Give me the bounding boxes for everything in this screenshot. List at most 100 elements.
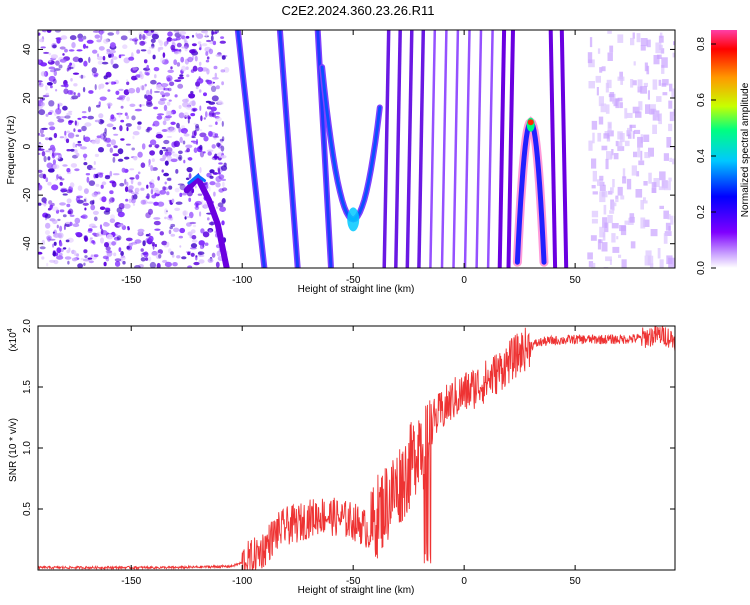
spectrogram-noise-blob — [95, 183, 100, 187]
spectrogram-noise-blob — [69, 35, 77, 41]
spectrogram-noise-blob — [115, 90, 120, 96]
spectrogram-noise-blob — [106, 123, 114, 128]
spectrogram-noise-blob — [113, 133, 119, 136]
spectrogram-noise-blob — [157, 113, 165, 116]
spectrogram-faint-patch — [616, 236, 619, 240]
spectrogram-noise-blob — [118, 113, 121, 118]
spectrogram-noise-blob — [109, 190, 114, 195]
spectrogram-noise-blob — [199, 211, 202, 217]
spectrogram-faint-patch — [668, 100, 673, 109]
spectrogram-noise-blob — [112, 173, 120, 176]
spectrogram-noise-blob — [53, 259, 59, 265]
spectrogram-noise-blob — [76, 49, 83, 52]
spectrogram-noise-blob — [80, 146, 87, 150]
spectrogram-noise-blob — [76, 253, 79, 257]
spectrogram-noise-blob — [118, 88, 124, 91]
spectrogram-noise-blob — [104, 175, 111, 180]
spectrogram-noise-blob — [51, 184, 59, 191]
spectrogram-noise-blob — [204, 242, 209, 246]
spectrogram-noise-blob — [197, 41, 202, 45]
spectrogram-noise-blob — [65, 221, 71, 225]
spectrogram-faint-patch — [611, 233, 616, 243]
spectrogram-noise-blob — [130, 178, 134, 185]
spectrogram-noise-blob — [38, 202, 42, 206]
spectrogram-noise-blob — [71, 257, 78, 262]
spectrogram-faint-patch — [598, 116, 604, 125]
spectrogram-noise-blob — [150, 165, 154, 172]
spectrogram-noise-blob — [115, 30, 120, 35]
spectrogram-noise-blob — [158, 254, 162, 259]
spectrogram-noise-blob — [162, 259, 168, 263]
spectrogram-noise-blob — [221, 81, 225, 86]
spectrogram-noise-blob — [190, 252, 195, 257]
spectrogram-noise-blob — [197, 66, 204, 72]
spectrogram-noise-blob — [189, 247, 197, 250]
spectrogram-noise-blob — [160, 91, 165, 96]
spectrogram-noise-blob — [122, 44, 128, 49]
spectrogram-noise-blob — [137, 171, 141, 175]
spectrogram-noise-blob — [52, 219, 58, 225]
spectrogram-noise-blob — [74, 149, 79, 155]
spectrogram-noise-blob — [208, 221, 216, 226]
spectrogram-noise-blob — [114, 258, 122, 262]
spectrogram-noise-blob — [138, 34, 142, 40]
spectrogram-noise-blob — [190, 243, 198, 249]
spectrogram-noise-blob — [45, 137, 49, 141]
spectrogram-noise-blob — [152, 123, 155, 127]
snr-y-tick-label: 1.0 — [22, 441, 33, 455]
spectrogram-stripe — [394, 30, 402, 268]
spectrogram-noise-blob — [203, 92, 207, 97]
spectrogram-noise-blob — [190, 229, 196, 234]
spectrogram-faint-patch — [655, 42, 662, 54]
spectrogram-noise-blob — [83, 262, 86, 266]
spectrogram-noise-blob — [219, 206, 227, 212]
spectrogram-noise-blob — [71, 42, 76, 49]
spectrogram-noise-blob — [112, 56, 118, 60]
spectrogram-noise-blob — [117, 211, 125, 218]
spectrogram-noise-blob — [217, 202, 224, 208]
spectrogram-noise-blob — [178, 150, 183, 155]
spectrogram-noise-blob — [127, 226, 130, 229]
spectrogram-noise-blob — [125, 237, 133, 242]
spectrogram-noise-blob — [112, 63, 119, 69]
colorbar-gradient — [711, 30, 737, 268]
spectrogram-faint-patch — [648, 147, 654, 157]
spectrogram-noise-blob — [40, 46, 46, 49]
spectrogram-noise-blob — [47, 156, 51, 161]
spectrogram-noise-blob — [205, 111, 208, 118]
spectrogram-stripe — [382, 30, 391, 268]
spectrogram-y-tick-label: 40 — [22, 43, 33, 55]
spectrogram-arc-core — [187, 173, 206, 185]
spectrogram-faint-patch — [629, 124, 636, 128]
spectrogram-faint-patch — [636, 33, 641, 43]
spectrogram-noise-blob — [186, 74, 190, 78]
spectrogram-noise-blob — [85, 173, 91, 176]
spectrogram-noise-blob — [72, 142, 76, 149]
spectrogram-parabola-hotspot — [347, 207, 360, 232]
spectrogram-noise-blob — [51, 202, 55, 207]
spectrogram-noise-blob — [59, 202, 66, 206]
spectrogram-noise-blob — [69, 214, 75, 217]
spectrogram-noise-blob — [120, 255, 126, 261]
spectrogram-noise-blob — [141, 143, 146, 150]
spectrogram-noise-blob — [216, 100, 223, 104]
spectrogram-noise-blob — [212, 172, 219, 175]
spectrogram-noise-blob — [193, 147, 198, 153]
spectrogram-noise-blob — [88, 90, 94, 94]
spectrogram-noise-blob — [132, 67, 138, 71]
spectrogram-noise-blob — [150, 38, 156, 43]
spectrogram-noise-blob — [181, 46, 188, 49]
spectrogram-noise-blob — [83, 249, 88, 254]
spectrogram-noise-blob — [160, 57, 165, 64]
spectrogram-noise-blob — [41, 256, 45, 260]
spectrogram-faint-patch — [652, 79, 658, 90]
spectrogram-noise-blob — [64, 115, 71, 119]
spectrogram-noise-blob — [43, 51, 50, 54]
spectrogram-noise-blob — [173, 227, 180, 233]
spectrogram-noise-blob — [90, 254, 93, 258]
spectrogram-faint-patch — [591, 218, 598, 224]
spectrogram-noise-blob — [179, 227, 186, 234]
spectrogram-noise-blob — [119, 125, 123, 132]
spectrogram-faint-patch — [648, 172, 652, 184]
spectrogram-faint-patch — [613, 153, 619, 160]
